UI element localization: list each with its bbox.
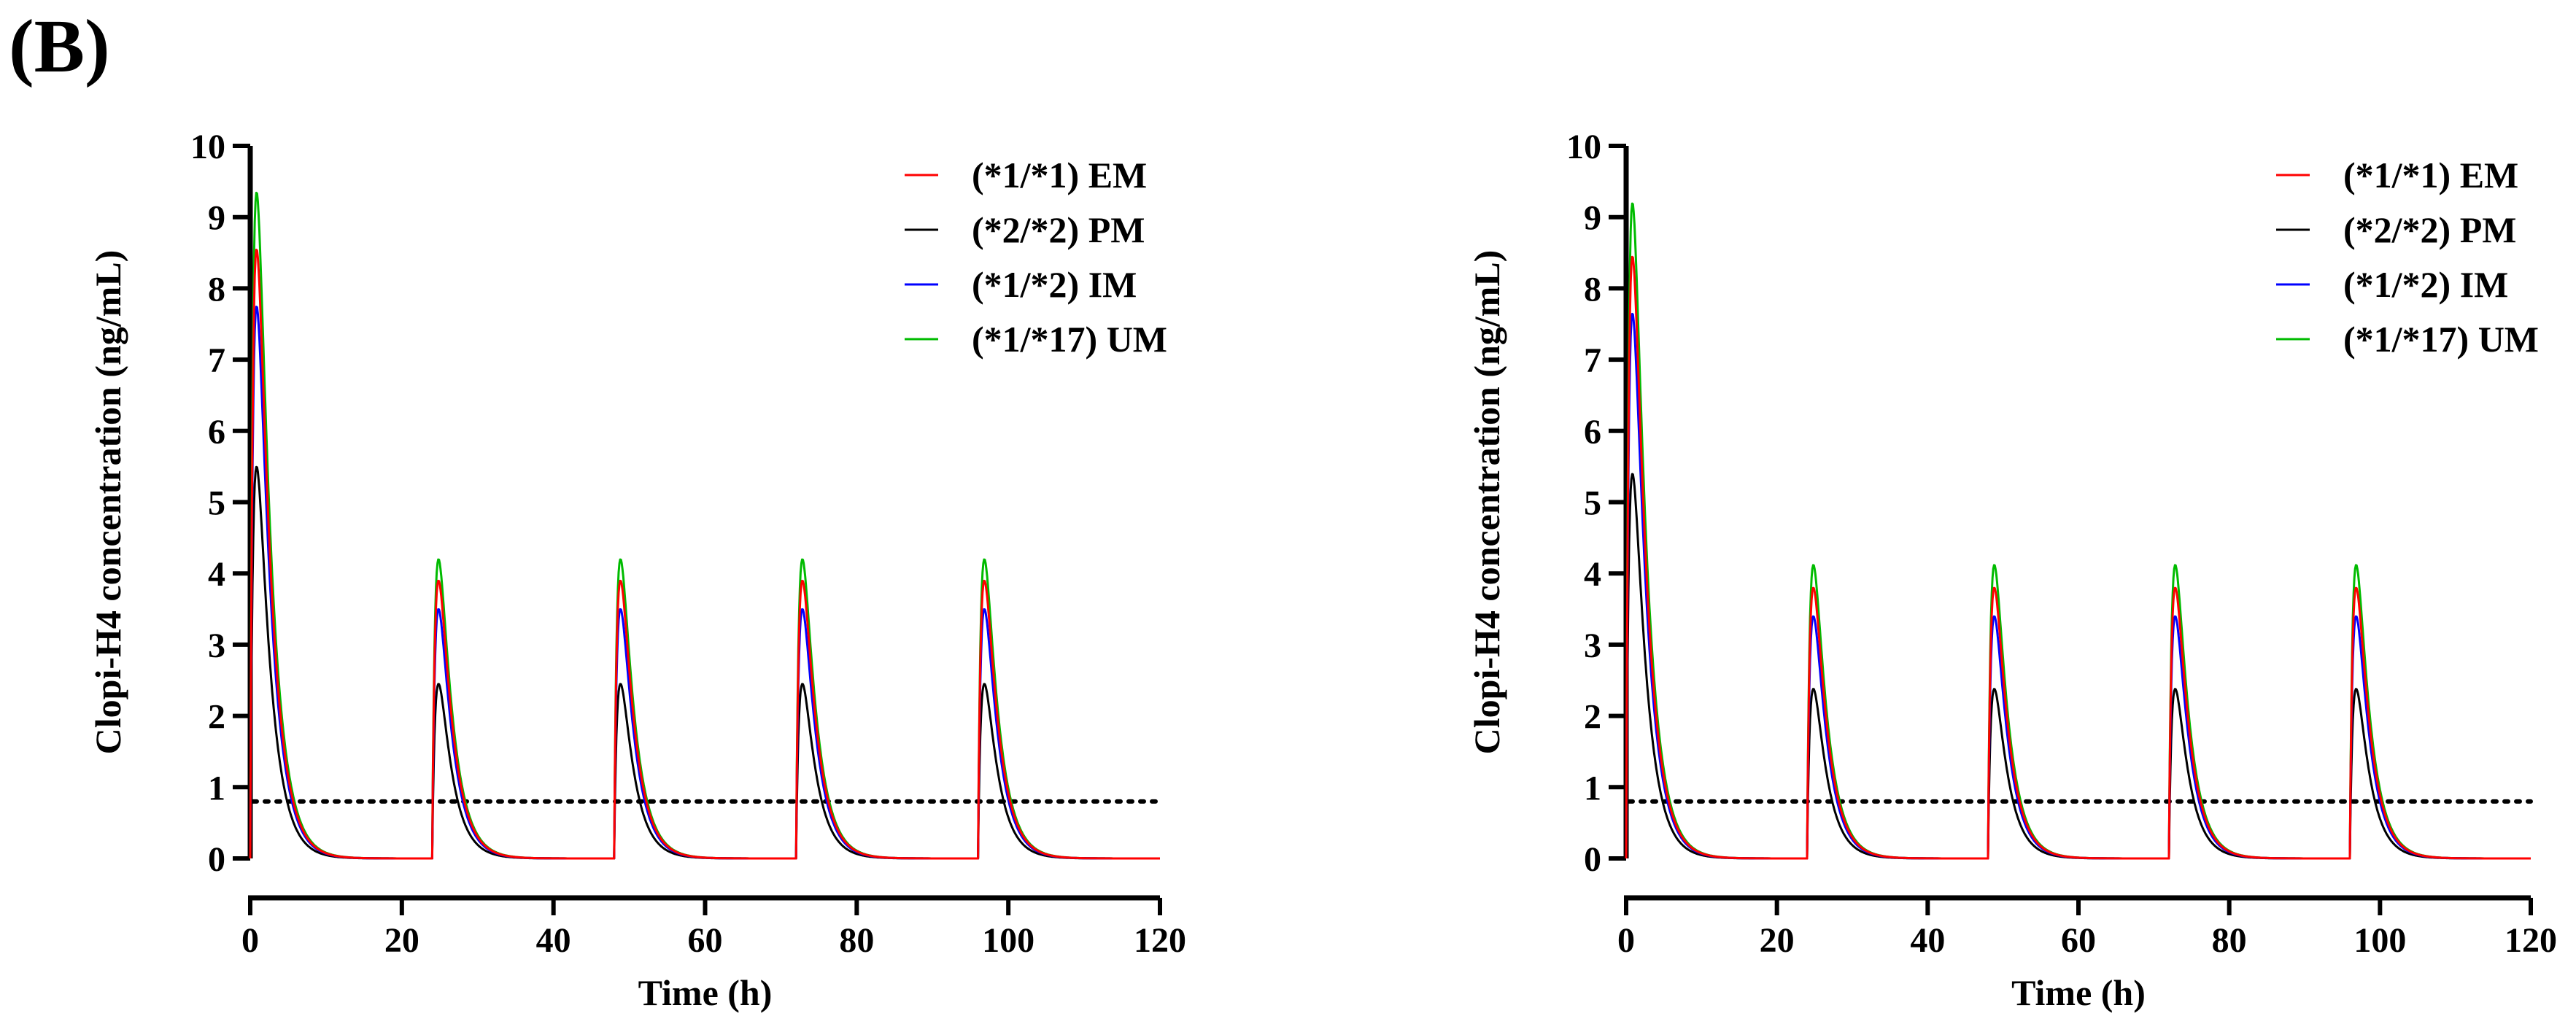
x-tick-label: 0 [1617,921,1635,960]
legend-label: (*1/*1) EM [2343,155,2518,195]
x-tick-label: 80 [2212,921,2247,960]
y-tick-label: 10 [190,128,225,166]
legend-label: (*2/*2) PM [2343,209,2516,250]
y-tick-label: 9 [208,199,225,238]
y-tick-label: 6 [1584,413,1601,451]
y-tick-label: 8 [1584,270,1601,309]
x-tick-label: 60 [2061,921,2096,960]
y-tick-label: 2 [1584,698,1601,737]
y-tick-label: 0 [1584,840,1601,879]
x-tick-label: 0 [241,921,259,960]
series-line-2 [1625,312,2531,860]
x-tick-label: 120 [1134,921,1186,960]
x-tick-label: 100 [982,921,1034,960]
legend-label: (*1/*17) UM [972,319,1167,360]
y-axis-label: Clopi-H4 concentration (ng/mL) [1466,250,1507,755]
y-tick-label: 2 [208,698,225,737]
y-tick-label: 10 [1566,128,1601,166]
y-tick-label: 7 [208,341,225,380]
y-tick-label: 8 [208,270,225,309]
y-tick-label: 5 [1584,484,1601,523]
x-tick-label: 60 [688,921,723,960]
x-axis-label: Time (h) [2011,972,2146,1013]
x-tick-label: 80 [839,921,874,960]
y-tick-label: 9 [1584,199,1601,238]
x-tick-label: 20 [1760,921,1795,960]
panel-label: (B) [9,4,110,88]
y-tick-label: 3 [208,627,225,665]
y-tick-label: 0 [208,840,225,879]
legend-label: (*1/*1) EM [972,155,1147,195]
x-tick-label: 40 [536,921,571,960]
legend-label: (*1/*2) IM [972,264,1137,305]
series-line-2 [249,306,1161,860]
y-tick-label: 4 [1584,555,1601,594]
y-tick-label: 3 [1584,627,1601,665]
y-tick-label: 4 [208,555,225,594]
x-tick-label: 100 [2353,921,2406,960]
legend-label: (*1/*2) IM [2343,264,2508,305]
y-tick-label: 1 [208,769,225,807]
y-tick-label: 1 [1584,769,1601,807]
x-tick-label: 40 [1910,921,1945,960]
series-line-0 [1625,255,2531,860]
x-tick-label: 20 [384,921,419,960]
y-tick-label: 7 [1584,341,1601,380]
legend-label: (*1/*17) UM [2343,319,2539,360]
y-tick-label: 5 [208,484,225,523]
x-axis-label: Time (h) [638,972,773,1013]
x-tick-label: 120 [2505,921,2557,960]
series-line-0 [249,249,1161,860]
y-axis-label: Clopi-H4 concentration (ng/mL) [88,250,128,755]
y-tick-label: 6 [208,413,225,451]
legend-label: (*2/*2) PM [972,209,1145,250]
